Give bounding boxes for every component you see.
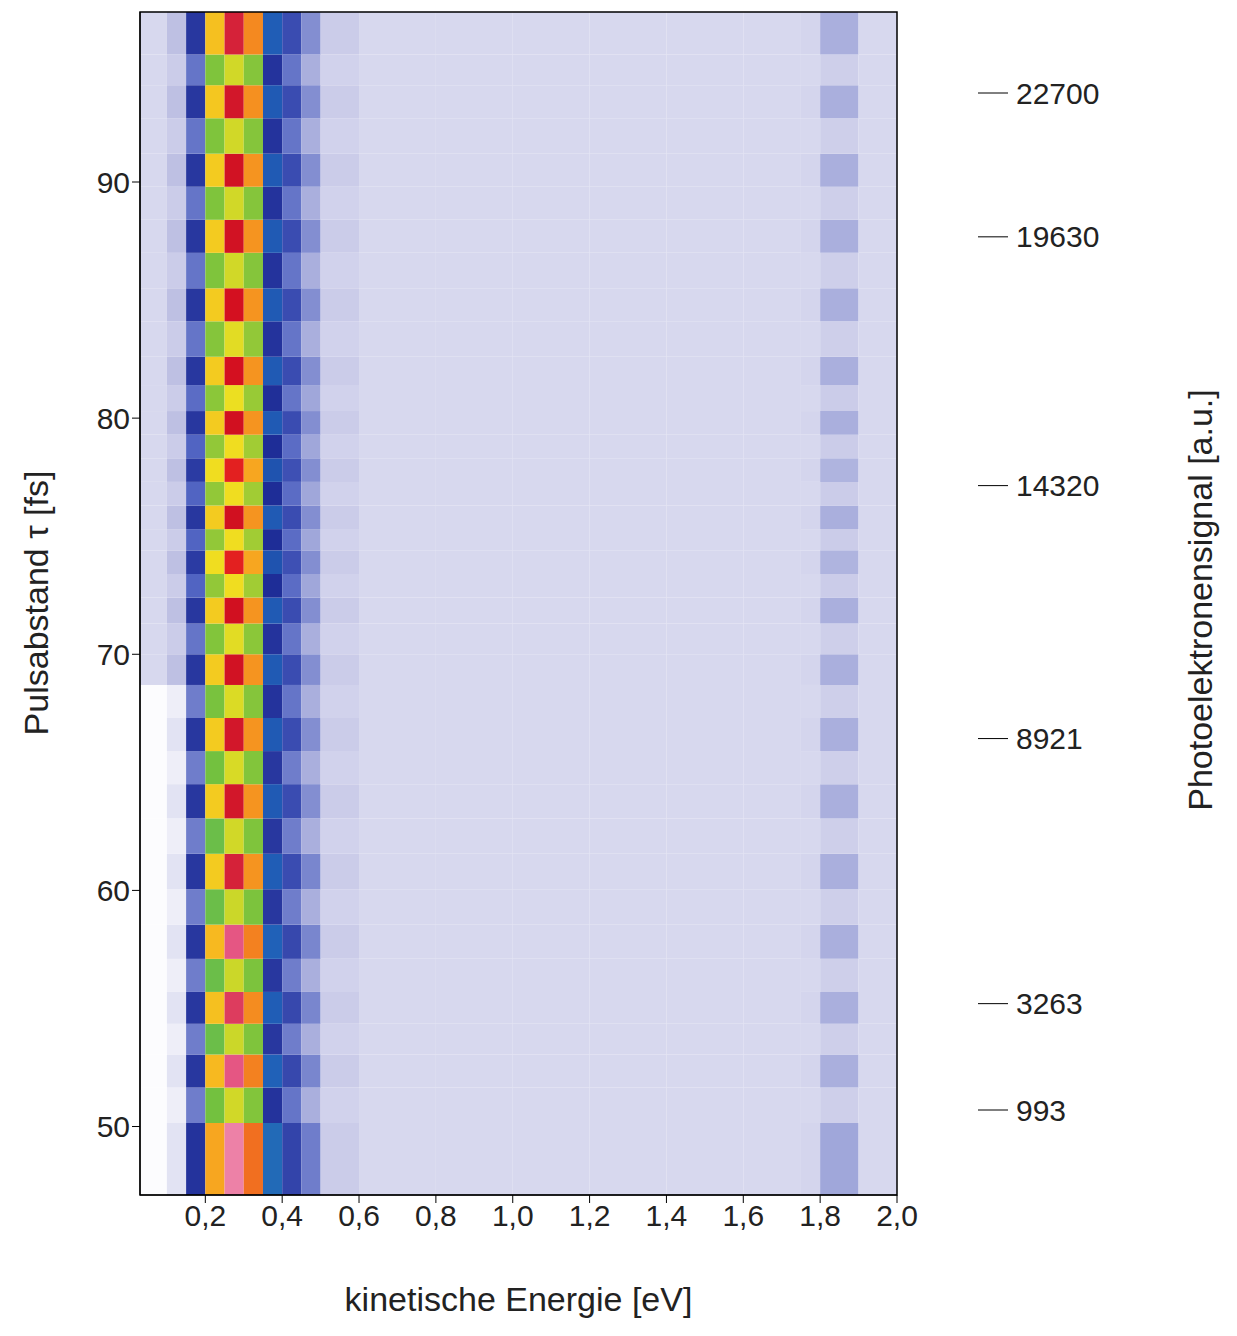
html-text:kinetische Energie [eV]: kinetische Energie [eV] xyxy=(344,1280,693,1318)
svg-text:0,6: 0,6 xyxy=(338,1199,380,1232)
svg-text:1,8: 1,8 xyxy=(799,1199,841,1232)
svg-text:0,8: 0,8 xyxy=(415,1199,457,1232)
html-text:Pulsabstand τ [fs]: Pulsabstand τ [fs] xyxy=(17,470,55,736)
svg-text:19630: 19630 xyxy=(1016,220,1099,253)
svg-text:22700: 22700 xyxy=(1016,77,1099,110)
svg-text:0,4: 0,4 xyxy=(261,1199,303,1232)
svg-text:3263: 3263 xyxy=(1016,987,1083,1020)
svg-text:14320: 14320 xyxy=(1016,469,1099,502)
svg-text:90: 90 xyxy=(97,166,130,199)
svg-text:0,2: 0,2 xyxy=(184,1199,226,1232)
svg-text:1,4: 1,4 xyxy=(646,1199,688,1232)
svg-text:1,0: 1,0 xyxy=(492,1199,534,1232)
svg-text:1,2: 1,2 xyxy=(569,1199,611,1232)
svg-text:60: 60 xyxy=(97,874,130,907)
svg-text:993: 993 xyxy=(1016,1094,1066,1127)
svg-text:50: 50 xyxy=(97,1110,130,1143)
svg-text:80: 80 xyxy=(97,402,130,435)
svg-text:70: 70 xyxy=(97,638,130,671)
svg-text:8921: 8921 xyxy=(1016,722,1083,755)
html-text:Photoelektronensignal [a.u.]: Photoelektronensignal [a.u.] xyxy=(1181,389,1219,811)
svg-text:1,6: 1,6 xyxy=(722,1199,764,1232)
svg-text:2,0: 2,0 xyxy=(876,1199,918,1232)
